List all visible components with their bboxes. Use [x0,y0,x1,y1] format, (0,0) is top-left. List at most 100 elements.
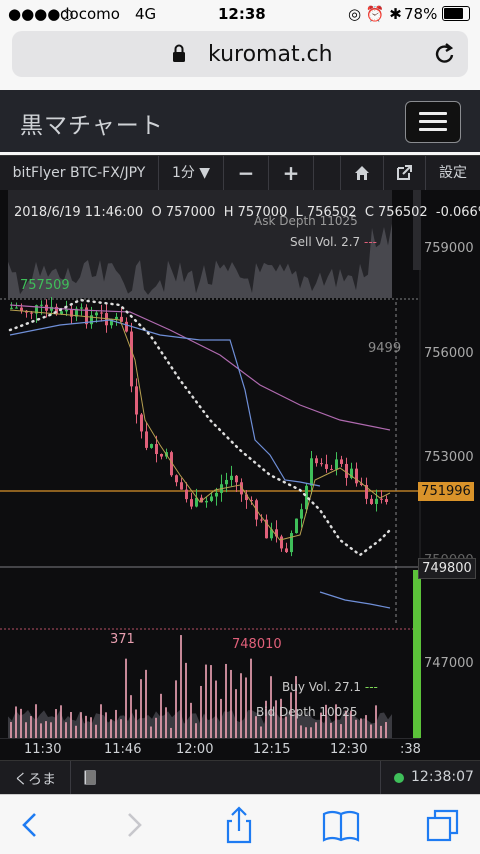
volume-bar [325,704,327,738]
candle [370,498,373,504]
live-status-icon [394,773,404,783]
volume-bar [215,680,217,738]
tabs-icon[interactable] [423,805,463,845]
volume-bar [45,721,47,738]
volume-bar [60,705,62,738]
volume-bar [305,727,307,738]
candle [75,308,78,317]
home-icon [355,166,369,180]
low-label: 748010 [232,637,282,652]
url-text: kuromat.ch [208,42,333,67]
clock-label: 12:38 [218,5,266,23]
volume-bar [165,707,167,738]
candle [360,483,363,486]
candle [270,529,273,539]
candle [155,444,158,455]
footer-brand[interactable]: くろま [14,772,56,788]
candle [210,496,213,501]
volume-bars [10,635,387,738]
candle [60,311,63,315]
candle [380,498,383,500]
candle [240,482,243,495]
candle [375,498,378,504]
volume-bar [345,710,347,738]
candle [90,315,93,325]
volume-bar [365,715,367,738]
candle [340,459,343,464]
candle [280,536,283,549]
candle [70,309,73,317]
candle [185,489,188,500]
volume-bar [175,680,177,738]
ohlc-date: 2018/6/19 11:46:00 [14,205,144,220]
candle [35,305,38,314]
share-icon[interactable] [219,805,259,845]
volume-bar [180,635,182,738]
site-title[interactable]: 黒マチャート [20,113,164,139]
volume-bar [355,719,357,738]
price-tick: 756000 [424,346,474,361]
reload-icon[interactable] [434,42,456,70]
volume-bar [65,722,67,738]
menu-button[interactable] [405,101,461,143]
volume-bar [240,673,242,738]
carrier-label: docomo [60,5,120,23]
volume-bar [235,689,237,738]
volume-bar [270,676,272,738]
volume-bar [255,716,257,738]
volume-bar [40,723,42,738]
time-tick: 12:15 [253,742,291,757]
volume-bar [360,718,362,738]
volume-bar [145,669,147,738]
ohlc-low: L 756502 [295,205,357,220]
external-link-button[interactable] [383,156,426,190]
candle [10,307,13,309]
market-selector[interactable]: bitFlyer BTC-FX/JPY [0,156,159,190]
document-icon[interactable] [84,770,96,789]
volume-bar [370,724,372,738]
zoom-in-button[interactable]: + [269,156,314,190]
candle [130,331,133,387]
time-tick: 11:30 [24,742,62,757]
marker-price-tag: 749800 [418,558,476,579]
candle [160,454,163,457]
home-button[interactable] [340,156,384,190]
volume-bar [20,708,22,738]
candle [195,497,198,507]
time-axis: 11:30 11:46 12:00 12:15 12:30 :38 [0,738,421,761]
volume-bar [260,726,262,738]
volume-bar [75,725,77,738]
volume-bar [80,712,82,738]
candle [215,492,218,497]
candle [325,464,328,469]
volume-bar [315,722,317,738]
status-icons: ◎ ⏰ ✱ [348,5,402,23]
interval-selector[interactable]: 1分 ▼ [159,156,224,190]
candle [190,499,193,507]
volume-bar [90,717,92,738]
zoom-out-button[interactable]: − [224,156,269,190]
address-bar[interactable]: kuromat.ch [12,31,468,77]
candle [275,529,278,537]
candle [300,509,303,519]
bookmarks-icon[interactable] [321,805,361,845]
volume-max-label: 371 [110,632,135,647]
candle [140,414,143,432]
candle [200,497,203,503]
time-tick: 12:00 [176,742,214,757]
candle [355,468,358,484]
volume-bar [265,700,267,738]
volume-bar [125,658,127,738]
back-icon[interactable] [10,805,50,845]
volume-bar [135,709,137,738]
ohlc-change: -0.066% [435,205,480,220]
footer-clock: 12:38:07 [411,769,474,785]
candle [170,452,173,476]
price-chart[interactable]: 2018/6/19 11:46:00 O 757000 H 757000 L 7… [0,190,480,761]
settings-button[interactable]: 設定 [439,165,467,181]
lock-icon [172,44,186,66]
volume-bar [50,722,52,738]
candle [30,312,33,314]
forward-icon[interactable] [114,805,154,845]
external-link-icon [397,165,412,180]
